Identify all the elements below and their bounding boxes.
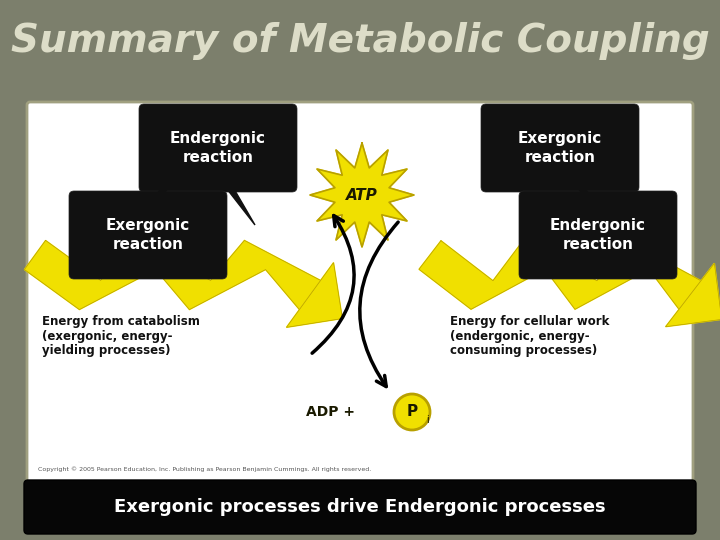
Text: ATP: ATP — [346, 187, 378, 202]
FancyBboxPatch shape — [139, 104, 297, 192]
Text: i: i — [426, 415, 428, 425]
Text: Energy for cellular work: Energy for cellular work — [450, 315, 609, 328]
Text: Exergonic
reaction: Exergonic reaction — [518, 131, 602, 165]
FancyBboxPatch shape — [27, 102, 693, 488]
Polygon shape — [225, 187, 255, 225]
Polygon shape — [310, 143, 414, 247]
FancyBboxPatch shape — [24, 480, 696, 534]
Text: P: P — [406, 403, 418, 418]
Polygon shape — [665, 264, 720, 327]
Text: Copyright © 2005 Pearson Education, Inc. Publishing as Pearson Benjamin Cummings: Copyright © 2005 Pearson Education, Inc.… — [38, 467, 372, 472]
Polygon shape — [561, 158, 590, 196]
Text: Energy from catabolism: Energy from catabolism — [42, 315, 200, 328]
FancyBboxPatch shape — [69, 191, 227, 279]
Text: Endergonic
reaction: Endergonic reaction — [550, 218, 646, 252]
Text: consuming processes): consuming processes) — [450, 344, 598, 357]
FancyBboxPatch shape — [519, 191, 677, 279]
Polygon shape — [156, 158, 185, 196]
Polygon shape — [287, 262, 342, 327]
Text: Exergonic processes drive Endergonic processes: Exergonic processes drive Endergonic pro… — [114, 498, 606, 516]
Polygon shape — [523, 187, 553, 225]
Text: Summary of Metabolic Coupling: Summary of Metabolic Coupling — [11, 22, 709, 59]
Polygon shape — [419, 241, 701, 309]
Polygon shape — [24, 240, 320, 309]
Text: ADP +: ADP + — [306, 405, 360, 419]
Text: Exergonic
reaction: Exergonic reaction — [106, 218, 190, 252]
Text: (endergonic, energy-: (endergonic, energy- — [450, 330, 590, 343]
FancyBboxPatch shape — [481, 104, 639, 192]
Text: yielding processes): yielding processes) — [42, 344, 171, 357]
Circle shape — [394, 394, 430, 430]
Text: Endergonic
reaction: Endergonic reaction — [170, 131, 266, 165]
Text: (exergonic, energy-: (exergonic, energy- — [42, 330, 173, 343]
